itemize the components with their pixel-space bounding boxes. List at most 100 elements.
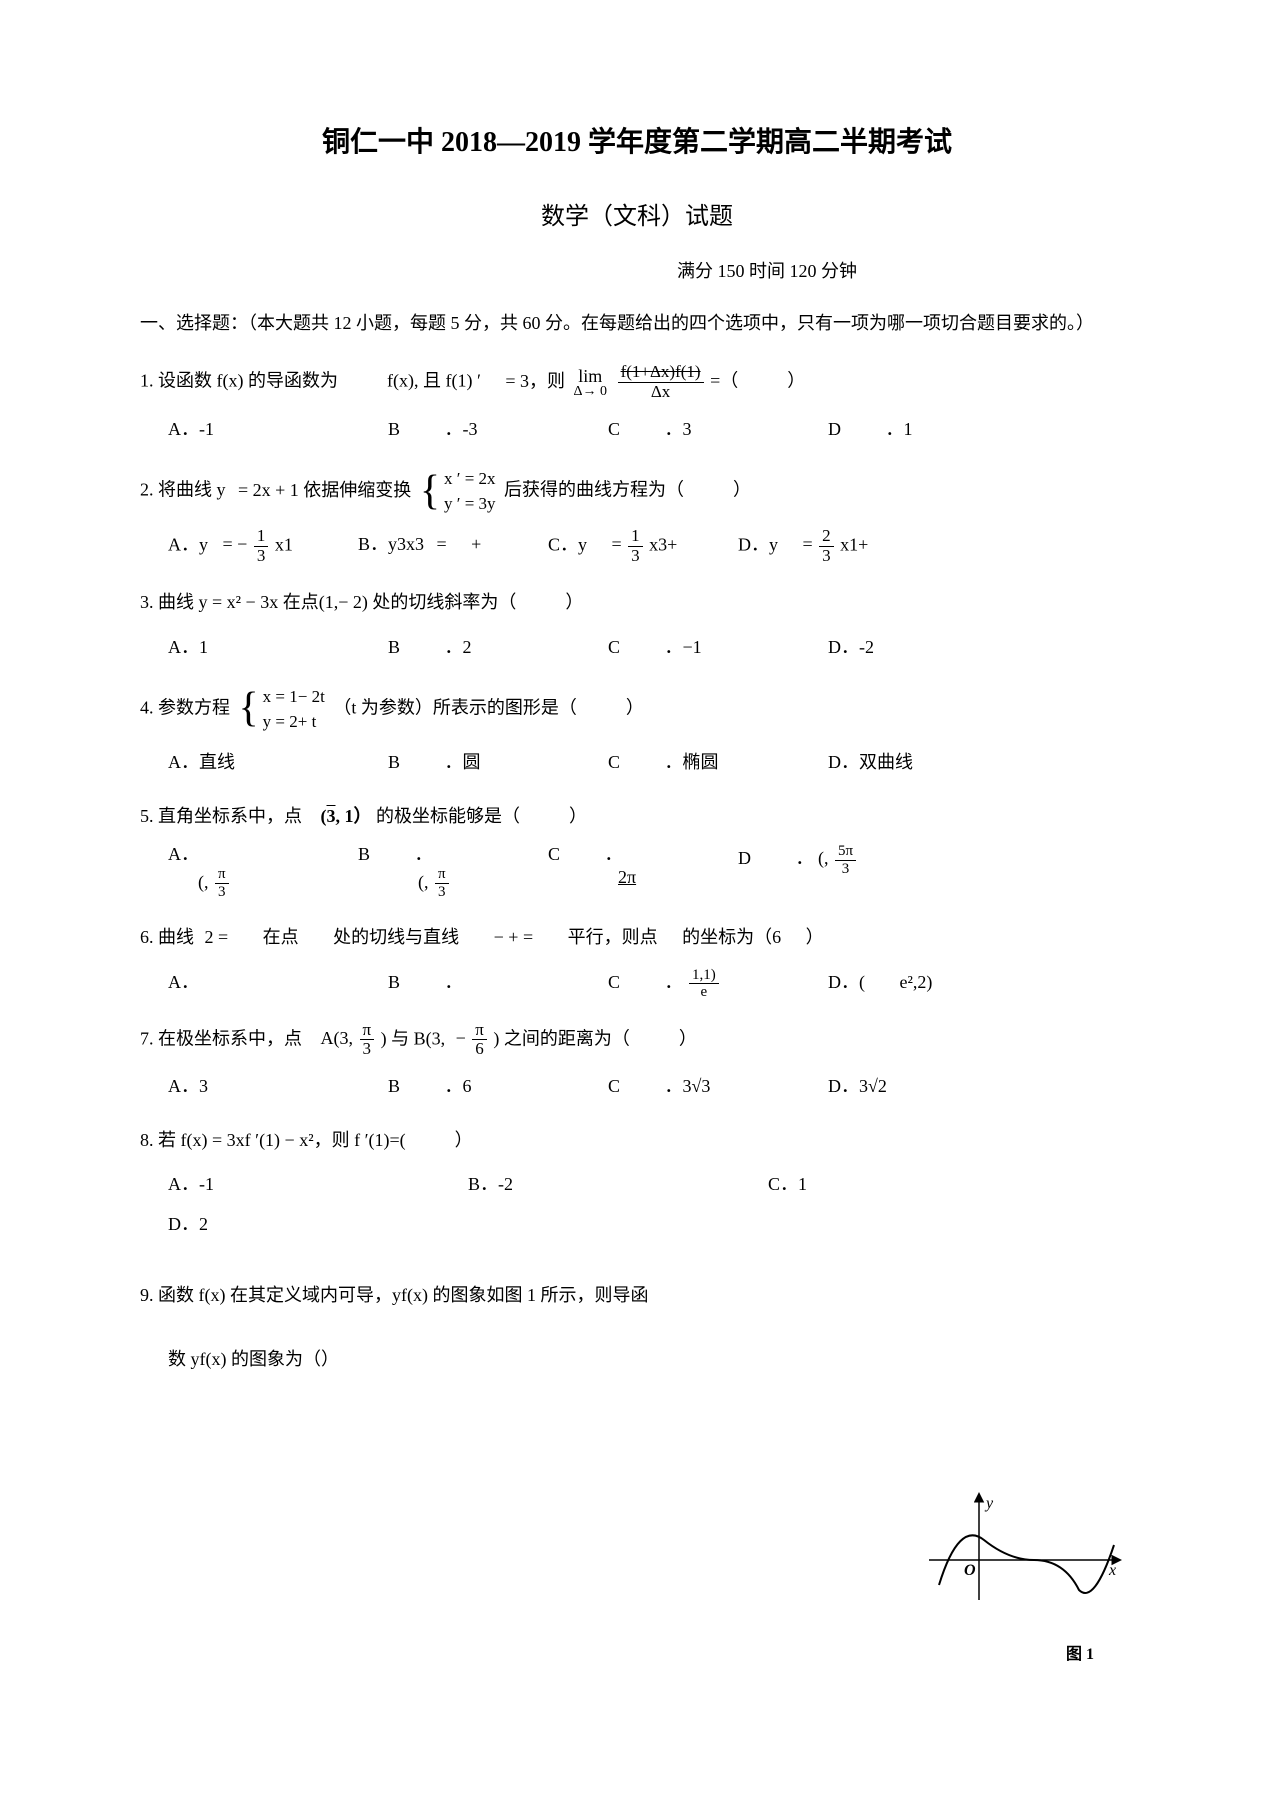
q5-close: ） [569,806,587,826]
q8-option-d: D．2 [168,1207,268,1241]
q5-a-label: A． [168,844,199,864]
q5-d-num: 5π [835,843,856,861]
q1-eq: =（ [710,371,738,391]
q1-option-d: D ．1 [828,412,1008,446]
q7-option-a: A．3 [168,1069,348,1103]
q2-b-suf: + [471,534,481,554]
q6-c-dot: ． [665,972,683,992]
q6-b-label: B [388,972,400,992]
q3-close: ） [565,592,583,612]
q4-b-label: B [388,752,400,772]
q6-mid4: 平行，则点 [568,927,658,947]
q7-b-val: ．6 [445,1076,472,1096]
q1-frac: f(1+Δx)f(1) Δx [618,363,704,401]
q4-prefix: 4. 参数方程 [140,697,230,717]
q1-option-b: B ．-3 [388,412,568,446]
q2-a-pre: A．y [168,534,208,554]
q7-c-val: ．3√3 [665,1076,711,1096]
q4-brace: { x = 1− 2t y = 2+ t [239,684,325,735]
q5-b-num: π [435,866,449,884]
q1-b-val: ．-3 [445,419,478,439]
q7-option-c: C ．3√3 [608,1069,788,1103]
q2-c-eq: = [612,534,622,554]
q3-option-d: D．-2 [828,630,1008,664]
q1-d-label: D [828,419,841,439]
q5-suffix: 的极坐标能够是（ [376,806,520,826]
q7-option-b: B ．6 [388,1069,568,1103]
q7-prefix: 7. 在极坐标系中，点 [140,1028,302,1048]
q6-suffix: 的坐标为（6 [682,927,781,947]
q2-a-eq: = − [223,534,248,554]
q1-mid2: = 3，则 [505,371,565,391]
q5-b-val: ． [415,844,433,864]
question-1: 1. 设函数 f(x) 的导函数为 f(x), 且 f(1) ′ = 3，则 l… [140,363,1134,452]
q4-option-c: C ．椭圆 [608,745,788,779]
q2-c-den: 3 [628,547,643,566]
q5-sqrt: 3 [327,806,336,826]
q5-d-den: 3 [835,861,856,878]
q2-d-pre: D．y [738,534,778,554]
q1-d-val: ．1 [886,419,913,439]
q5-option-b: B ． (, π3 [358,843,518,900]
q2-eq1: = 2x + 1 依据伸缩变换 [238,480,411,500]
q1-lim: lim Δ→ 0 [574,367,608,399]
q5-b-paren: (, [418,872,429,892]
exam-meta: 满分 150 时间 120 分钟 [140,257,1134,283]
q2-brace-l2: y ′ = 3y [444,491,496,517]
q2-a-suf: x1 [275,534,293,554]
q4-c-label: C [608,752,620,772]
q6-c-num: 1,1) [689,967,719,985]
q2-option-c: C．y = 13 x3+ [548,527,708,565]
question-3: 3. 曲线 y = x² − 3x 在点(1,− 2) 处的切线斜率为（ ） A… [140,585,1134,669]
q1-c-label: C [608,419,620,439]
section-intro: 一、选择题：（本大题共 12 小题，每题 5 分，共 60 分。在每题给出的四个… [140,307,1134,339]
q6-d-val: e²,2) [900,972,933,992]
question-7: 7. 在极坐标系中，点 A(3, π3 ) 与 B(3, − π6 ) 之间的距… [140,1021,1134,1110]
q1-frac-num: f(1+Δx)f(1) [618,363,704,383]
q2-d-suf: x1+ [840,534,868,554]
q4-close: ） [626,697,644,717]
q6-curve: 2 = [205,927,229,947]
q3-c-val: ．−1 [665,637,702,657]
figure-origin-label: O [964,1562,976,1579]
q7-c-label: C [608,1076,620,1096]
q8-option-a: A．-1 [168,1167,428,1201]
q2-c-pre: C．y [548,534,587,554]
q2-prefix: 2. 将曲线 y [140,480,226,500]
q5-a-den: 3 [215,884,229,901]
q6-mid3: − + = [494,927,533,947]
question-6: 6. 曲线 2 = 在点 处的切线与直线 − + = 平行，则点 的坐标为（6 … [140,920,1134,1006]
q1-c-val: ．3 [665,419,692,439]
q4-option-a: A．直线 [168,745,348,779]
q3-option-b: B ．2 [388,630,568,664]
q5-sqrt-after: , 1） [336,806,372,826]
q6-close: ） [806,927,824,947]
q5-option-c: C ． 2π [548,843,708,900]
q2-d-num: 2 [819,527,834,547]
q2-d-den: 3 [819,547,834,566]
figure-y-label: y [984,1495,994,1512]
q2-a-num: 1 [254,527,269,547]
q5-prefix: 5. 直角坐标系中，点 [140,806,302,826]
q9-text1: 9. 函数 f(x) 在其定义域内可导，yf(x) 的图象如图 1 所示，则导函 [140,1285,648,1305]
q4-c-val: ．椭圆 [665,752,719,772]
q2-brace-l1: x ′ = 2x [444,466,496,492]
q2-c-num: 1 [628,527,643,547]
q6-c-den: e [689,984,719,1001]
q1-lim-sub: Δ→ 0 [574,385,608,399]
q2-b-mid: = [437,534,447,554]
q2-d-eq: = [803,534,813,554]
figure-1-caption: 图 1 [1066,1640,1094,1664]
q1-option-c: C ．3 [608,412,788,446]
q2-option-a: A．y = − 13 x1 [168,527,328,565]
q8-option-c: C．1 [768,1167,968,1201]
q5-b-label: B [358,844,370,864]
q6-option-c: C ． 1,1)e [608,965,788,1001]
q1-prefix: 1. 设函数 f(x) 的导函数为 [140,371,338,391]
question-2: 2. 将曲线 y = 2x + 1 依据伸缩变换 { x ′ = 2x y ′ … [140,466,1134,571]
q5-d-label: D [738,848,751,868]
q1-option-a: A．-1 [168,412,348,446]
q5-a-paren: (, [198,872,209,892]
q6-option-a: A． [168,965,348,1001]
q6-mid2: 处的切线与直线 [333,927,459,947]
